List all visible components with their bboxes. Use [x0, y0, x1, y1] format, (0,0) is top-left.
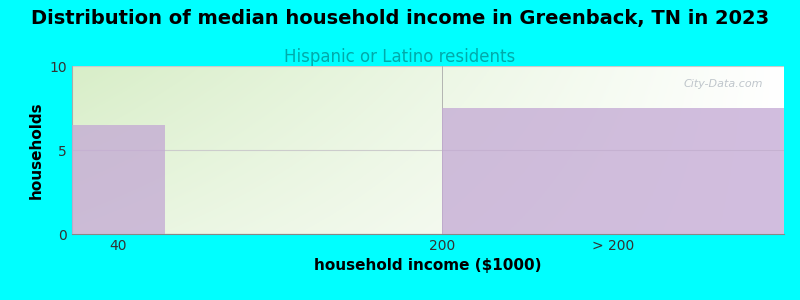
- Text: Distribution of median household income in Greenback, TN in 2023: Distribution of median household income …: [31, 9, 769, 28]
- Text: Hispanic or Latino residents: Hispanic or Latino residents: [284, 48, 516, 66]
- X-axis label: household income ($1000): household income ($1000): [314, 258, 542, 273]
- Y-axis label: households: households: [29, 101, 44, 199]
- Text: City-Data.com: City-Data.com: [683, 80, 762, 89]
- Bar: [442, 108, 784, 234]
- Bar: [72, 125, 165, 234]
